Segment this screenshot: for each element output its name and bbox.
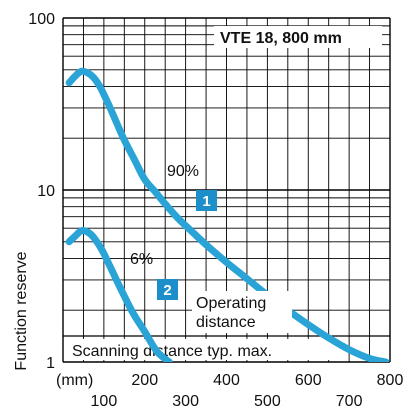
series-1-label: 90% [167, 163, 199, 180]
svg-text:2: 2 [163, 282, 171, 299]
x-tick-label: 700 [336, 393, 363, 410]
scanning-distance-band: Scanning distance typ. max. [63, 335, 390, 360]
series-2-badge: 2 [157, 279, 178, 300]
series-2-label: 6% [130, 251, 153, 268]
svg-text:1: 1 [202, 193, 210, 210]
x-tick-label: 200 [131, 372, 158, 389]
grid [62, 17, 391, 363]
scanning-distance-label: Scanning distance typ. max. [72, 343, 272, 360]
x-unit-label: (mm) [56, 372, 93, 389]
chart-title: VTE 18, 800 mm [220, 30, 342, 47]
y-axis-label: Function reserve [13, 251, 30, 370]
x-tick-label: 100 [91, 393, 118, 410]
y-tick-label: 10 [37, 183, 55, 200]
axes: Function reserve (mm) 1 10 100 200 400 600 800… [13, 11, 403, 410]
y-tick-label: 1 [46, 355, 55, 372]
series-1-badge: 1 [196, 190, 217, 211]
operating-distance-label: Operating distance [196, 295, 271, 331]
y-tick-label: 100 [28, 11, 55, 28]
x-tick-label: 800 [377, 372, 404, 389]
x-tick-label: 500 [254, 393, 281, 410]
series-1-line [65, 67, 390, 362]
x-tick-label: 600 [295, 372, 322, 389]
series-2-line [65, 226, 173, 362]
x-tick-label: 300 [172, 393, 199, 410]
x-tick-label: 400 [213, 372, 240, 389]
